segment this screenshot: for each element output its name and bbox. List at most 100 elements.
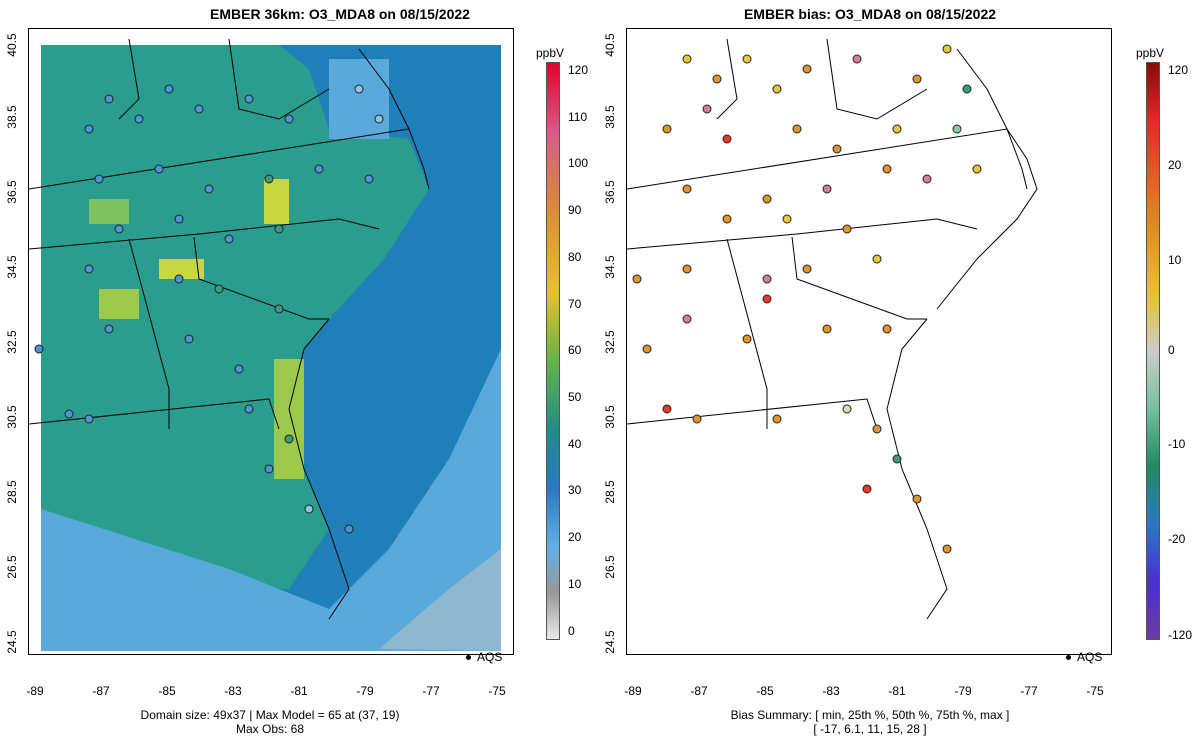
x-tick: -83 bbox=[822, 684, 840, 698]
bias-sites bbox=[632, 44, 982, 554]
aqs-site bbox=[354, 84, 364, 94]
bias-site bbox=[742, 334, 752, 344]
y-tick: 40.5 bbox=[5, 33, 19, 57]
bias-site bbox=[722, 214, 732, 224]
bias-site bbox=[922, 174, 932, 184]
colorbar-tick: 10 bbox=[568, 577, 582, 591]
aqs-site bbox=[344, 524, 354, 534]
colorbar-tick: 100 bbox=[568, 156, 589, 170]
colorbar-tick: 90 bbox=[568, 203, 582, 217]
aqs-site bbox=[94, 174, 104, 184]
bias-site bbox=[762, 194, 772, 204]
y-tick: 26.5 bbox=[5, 555, 19, 579]
x-tick: -77 bbox=[422, 684, 440, 698]
left-map-frame bbox=[28, 28, 514, 655]
aqs-site bbox=[364, 174, 374, 184]
y-tick: 32.5 bbox=[603, 330, 617, 354]
bias-site bbox=[862, 484, 872, 494]
bias-site bbox=[842, 224, 852, 234]
aqs-site bbox=[224, 234, 234, 244]
colorbar-tick: 120 bbox=[1168, 63, 1189, 77]
colorbar-tick: 120 bbox=[568, 63, 589, 77]
aqs-site bbox=[244, 94, 254, 104]
bias-site bbox=[702, 104, 712, 114]
aqs-site bbox=[234, 364, 244, 374]
aqs-site bbox=[84, 264, 94, 274]
bias-site bbox=[682, 184, 692, 194]
colorbar-tick: 0 bbox=[568, 624, 575, 638]
y-tick: 24.5 bbox=[603, 630, 617, 654]
aqs-site bbox=[244, 404, 254, 414]
bias-site bbox=[892, 454, 902, 464]
colorbar-tick: 20 bbox=[1168, 158, 1182, 172]
x-tick: -89 bbox=[624, 684, 642, 698]
colorbar-tick: 40 bbox=[568, 437, 582, 451]
aqs-site bbox=[134, 114, 144, 124]
x-tick: -85 bbox=[756, 684, 774, 698]
right-state-boundaries bbox=[627, 38, 1038, 620]
bias-site bbox=[782, 214, 792, 224]
bias-site bbox=[912, 494, 922, 504]
y-tick: 38.5 bbox=[603, 105, 617, 129]
aqs-site bbox=[214, 284, 224, 294]
right-colorbar bbox=[1146, 62, 1160, 640]
colorbar-tick: 50 bbox=[568, 390, 582, 404]
bias-site bbox=[642, 344, 652, 354]
aqs-site bbox=[264, 174, 274, 184]
aqs-site bbox=[84, 124, 94, 134]
bias-site bbox=[822, 184, 832, 194]
bias-site bbox=[872, 254, 882, 264]
bias-site bbox=[762, 294, 772, 304]
aqs-site bbox=[274, 304, 284, 314]
bias-site bbox=[632, 274, 642, 284]
left-colorbar-unit: ppbV bbox=[536, 46, 565, 60]
right-summary-line1: Bias Summary: [ min, 25th %, 50th %, 75t… bbox=[730, 708, 1010, 722]
bias-site bbox=[772, 414, 782, 424]
ozone-hotspot bbox=[274, 359, 304, 479]
y-tick: 30.5 bbox=[603, 405, 617, 429]
y-tick: 30.5 bbox=[5, 405, 19, 429]
bias-site bbox=[912, 74, 922, 84]
ozone-hotspot bbox=[99, 289, 139, 319]
x-tick: -81 bbox=[290, 684, 308, 698]
right-map-frame bbox=[626, 28, 1112, 655]
right-map-svg bbox=[627, 38, 1038, 620]
bias-site bbox=[722, 134, 732, 144]
x-tick: -79 bbox=[356, 684, 374, 698]
right-legend: AQS bbox=[1066, 650, 1102, 664]
bias-site bbox=[772, 84, 782, 94]
y-tick: 26.5 bbox=[603, 555, 617, 579]
y-tick: 36.5 bbox=[603, 180, 617, 204]
colorbar-tick: 60 bbox=[568, 343, 582, 357]
bias-site bbox=[842, 404, 852, 414]
ozone-hotspot bbox=[159, 259, 204, 279]
bias-site bbox=[832, 144, 842, 154]
bias-site bbox=[802, 64, 812, 74]
bias-site bbox=[762, 274, 772, 284]
bias-site bbox=[852, 54, 862, 64]
model-field-land bbox=[41, 45, 429, 589]
colorbar-tick: -120 bbox=[1168, 628, 1193, 642]
colorbar-tick: 110 bbox=[568, 110, 588, 124]
aqs-site bbox=[174, 274, 184, 284]
ozone-hotspot bbox=[264, 179, 289, 224]
y-tick: 36.5 bbox=[5, 180, 19, 204]
right-map-title: EMBER bias: O3_MDA8 on 08/15/2022 bbox=[743, 6, 997, 22]
y-tick: 34.5 bbox=[5, 255, 19, 279]
y-tick: 40.5 bbox=[603, 33, 617, 57]
bias-site bbox=[882, 164, 892, 174]
bias-site bbox=[692, 414, 702, 424]
x-tick: -77 bbox=[1020, 684, 1038, 698]
aqs-site bbox=[164, 84, 174, 94]
colorbar-tick: 20 bbox=[568, 530, 582, 544]
bias-site bbox=[662, 124, 672, 134]
bias-site bbox=[822, 324, 832, 334]
bias-site bbox=[662, 404, 672, 414]
aqs-site bbox=[64, 409, 74, 419]
x-tick: -85 bbox=[158, 684, 176, 698]
right-colorbar-unit: ppbV bbox=[1136, 46, 1165, 60]
colorbar-tick: -20 bbox=[1168, 532, 1186, 546]
aqs-site bbox=[284, 434, 294, 444]
legend-dot-icon bbox=[466, 654, 471, 660]
colorbar-tick: 30 bbox=[568, 483, 582, 497]
